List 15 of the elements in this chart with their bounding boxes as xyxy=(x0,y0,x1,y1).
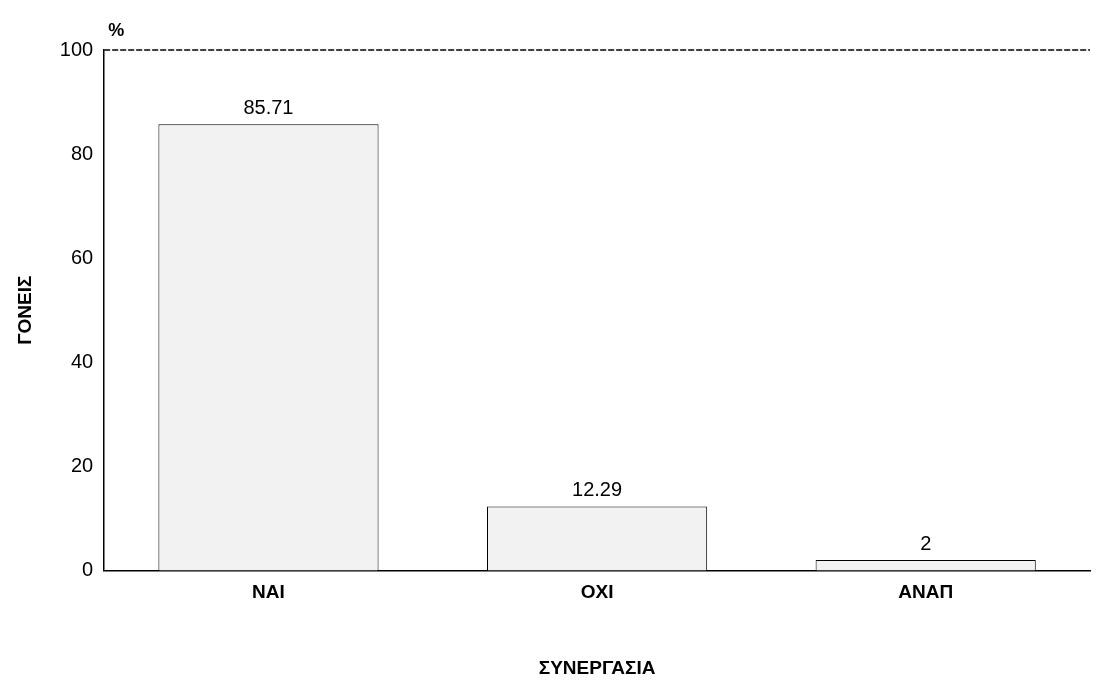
x-tick-label: ΟΧΙ xyxy=(580,581,614,603)
y-tick-label: 0 xyxy=(82,557,94,580)
data-label: 85.71 xyxy=(243,95,294,118)
y-tick-label: 80 xyxy=(70,141,94,164)
x-axis-title: ΣΥΝΕΡΓΑΣΙΑ xyxy=(538,656,656,678)
text: % xyxy=(108,19,125,40)
y-tick-label: 20 xyxy=(70,453,94,476)
data-label: 12.29 xyxy=(572,477,623,500)
y-tick-label: 40 xyxy=(70,349,94,372)
data-label: 2 xyxy=(920,531,932,554)
y-tick-label: 60 xyxy=(70,245,94,268)
y-tick-label: 100 xyxy=(59,37,94,60)
x-tick-label: ΝΑΙ xyxy=(252,581,285,603)
y-axis-title: ΓΟΝΕΙΣ xyxy=(13,275,35,345)
x-tick-label: ΑΝΑΠ xyxy=(898,581,954,603)
